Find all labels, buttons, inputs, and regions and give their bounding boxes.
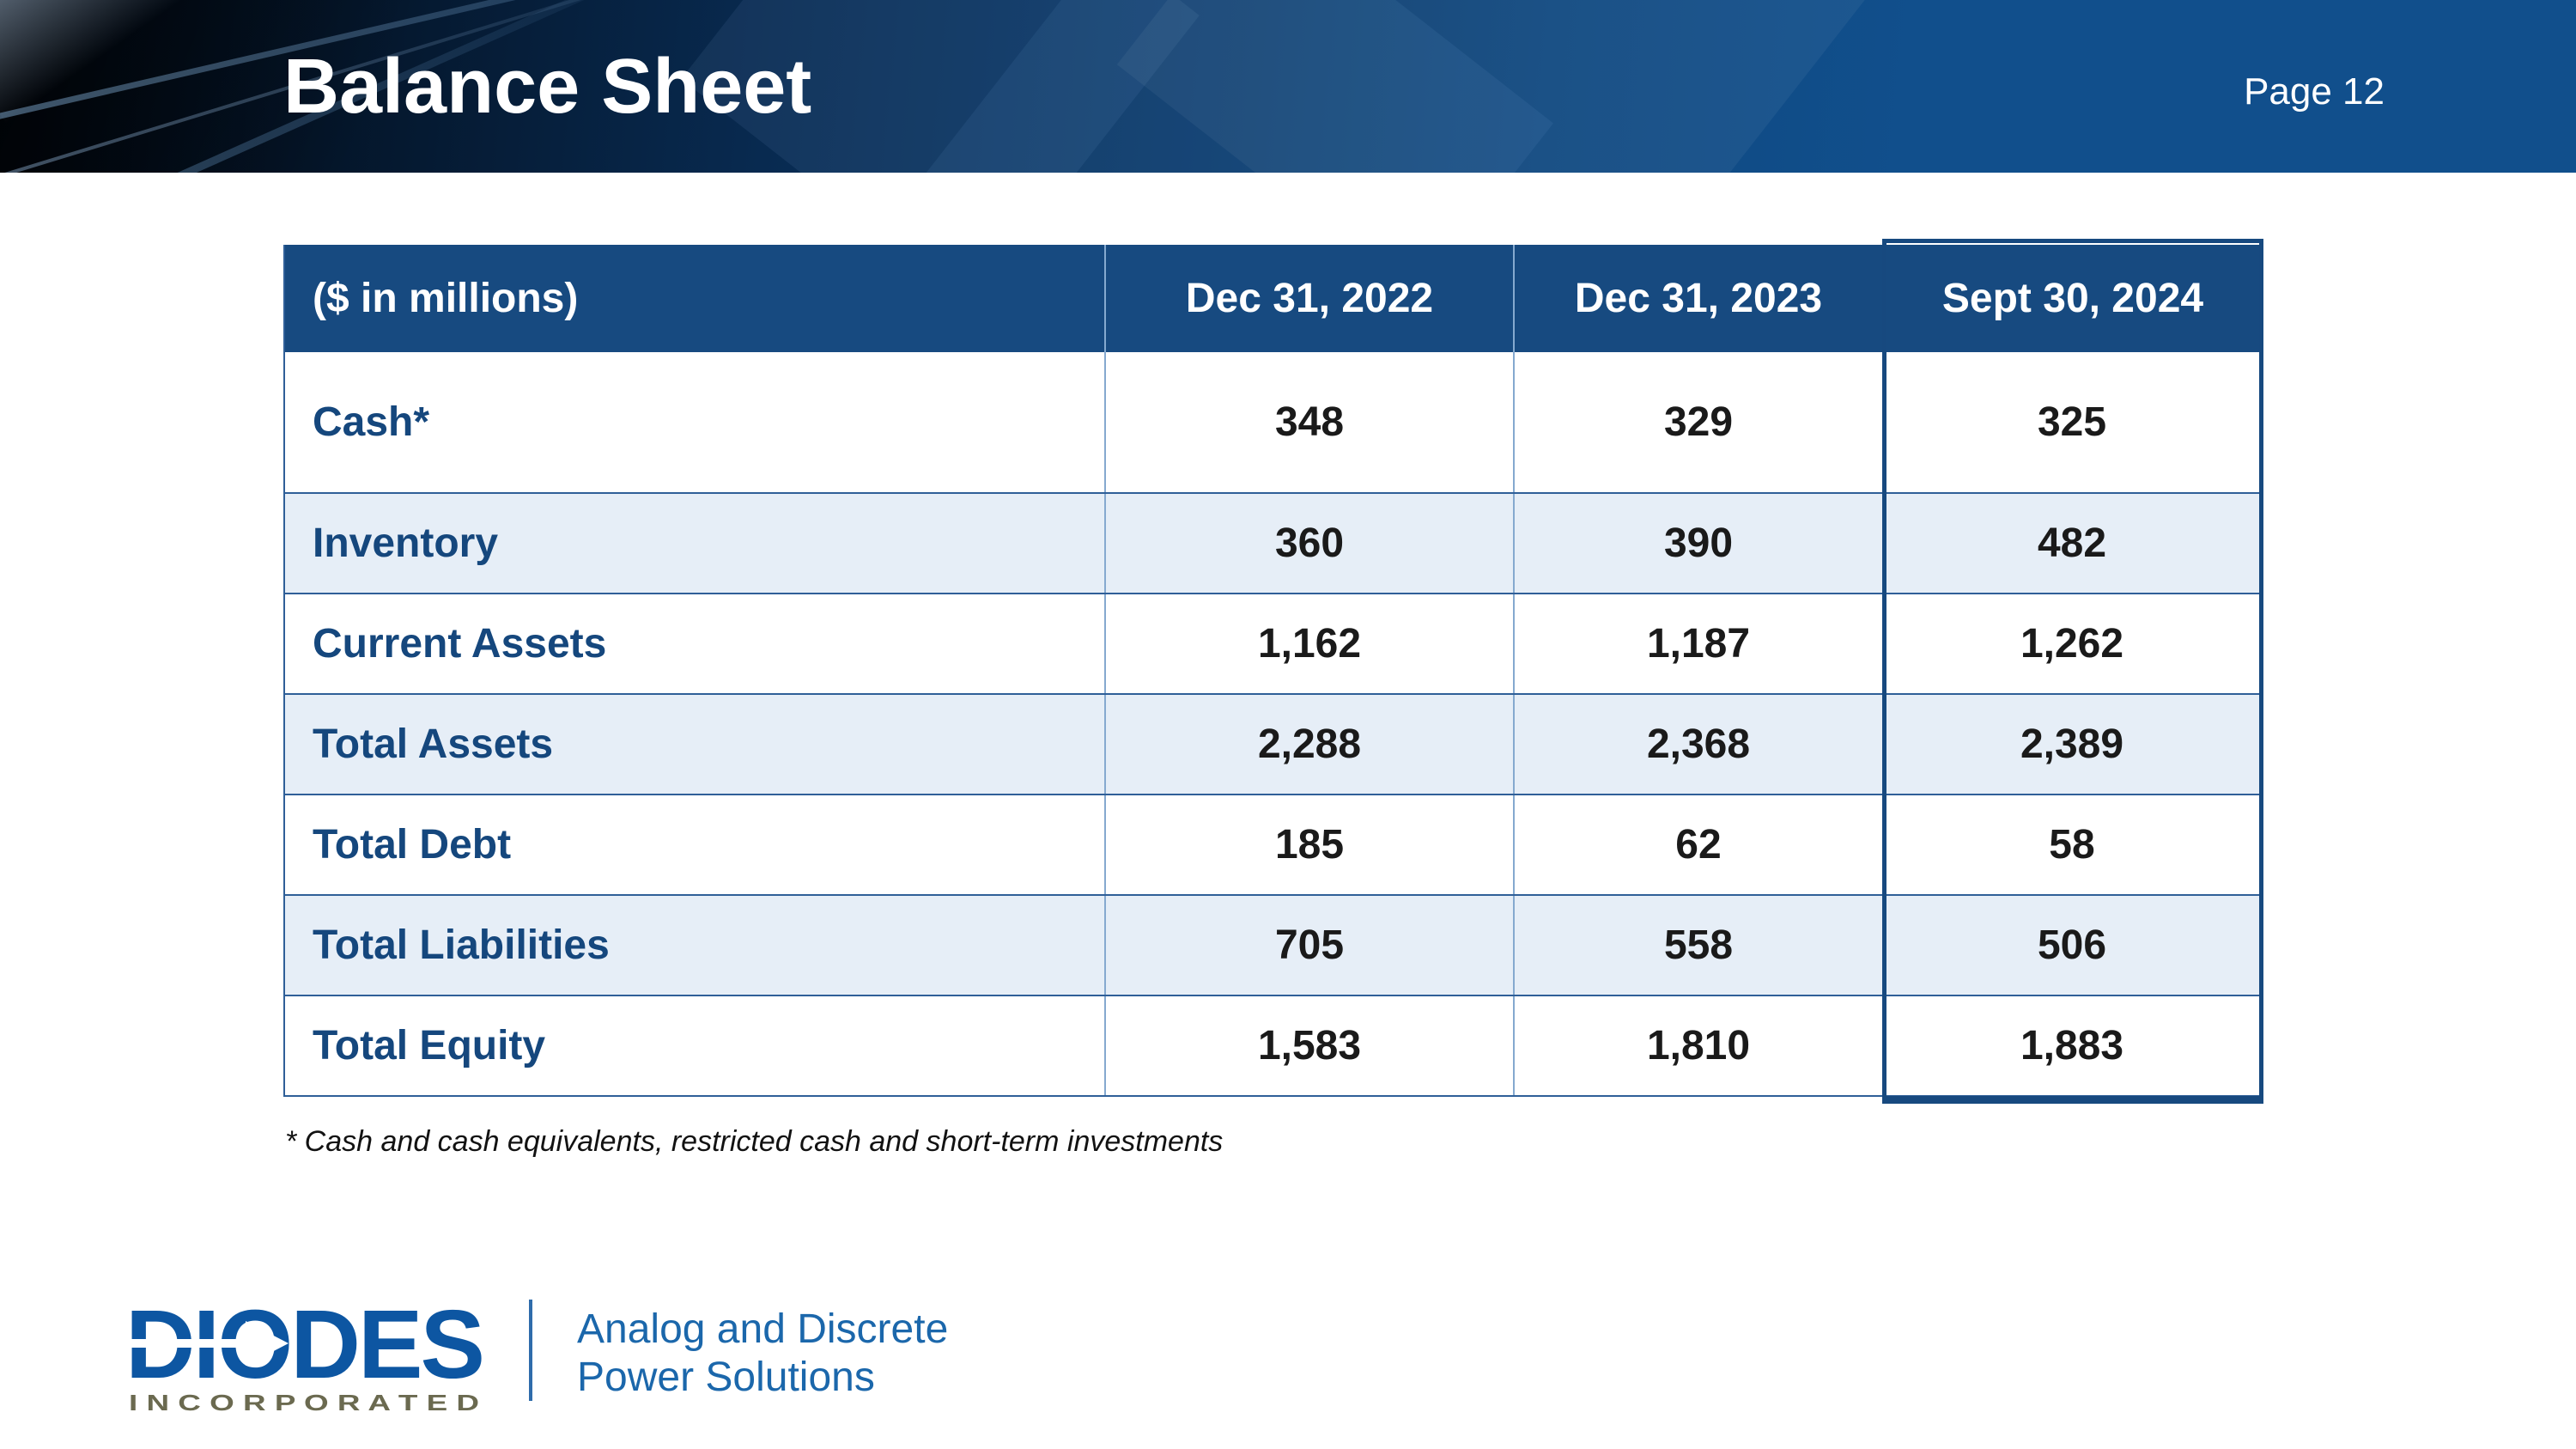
row-value: 348: [1104, 352, 1513, 492]
row-value: 2,288: [1104, 695, 1513, 794]
table-row-total-liabilities: Total Liabilities 705 558 506: [285, 894, 2260, 995]
table-row-current-assets: Current Assets 1,162 1,187 1,262: [285, 593, 2260, 693]
header-art-corner-glow: [0, 0, 218, 124]
tagline-line-2: Power Solutions: [577, 1355, 875, 1400]
row-label: Inventory: [313, 521, 499, 566]
logo-divider: [529, 1300, 532, 1401]
table-row-total-assets: Total Assets 2,288 2,368 2,389: [285, 693, 2260, 794]
table-header-row: ($ in millions) Dec 31, 2022 Dec 31, 202…: [285, 245, 2260, 352]
slide-header: Balance Sheet Page 12: [0, 0, 2576, 173]
row-value: 1,583: [1104, 996, 1513, 1095]
header-art-panel: [1116, 0, 1889, 173]
row-value: 506: [1882, 896, 2260, 995]
row-value: 185: [1104, 795, 1513, 894]
diodes-logo: DIODES I N C O R P O R A T E D: [129, 1299, 484, 1414]
row-value: 329: [1513, 352, 1882, 492]
row-label: Total Liabilities: [313, 922, 610, 968]
footnote: * Cash and cash equivalents, restricted …: [285, 1125, 1224, 1158]
row-value: 360: [1104, 494, 1513, 593]
row-label: Total Debt: [313, 822, 512, 868]
row-value: 2,389: [1882, 695, 2260, 794]
row-value: 58: [1882, 795, 2260, 894]
row-value: 1,810: [1513, 996, 1882, 1095]
balance-sheet-table: ($ in millions) Dec 31, 2022 Dec 31, 202…: [283, 239, 2263, 1104]
column-header-dec-2023: Dec 31, 2023: [1513, 245, 1882, 352]
row-label: Cash*: [313, 399, 430, 445]
row-value: 62: [1513, 795, 1882, 894]
diode-arrow-icon: [246, 1321, 289, 1366]
table-row-total-debt: Total Debt 185 62 58: [285, 794, 2260, 894]
row-value: 1,187: [1513, 594, 1882, 693]
row-value: 1,162: [1104, 594, 1513, 693]
row-value: 1,883: [1882, 996, 2260, 1095]
row-value: 1,262: [1882, 594, 2260, 693]
row-label: Total Equity: [313, 1023, 546, 1068]
tagline-line-1: Analog and Discrete: [577, 1306, 949, 1352]
row-value: 2,368: [1513, 695, 1882, 794]
row-label: Current Assets: [313, 621, 607, 667]
diode-stripe: [129, 1339, 247, 1348]
row-value: 390: [1513, 494, 1882, 593]
incorporated-label: I N C O R P O R A T E D: [129, 1390, 479, 1414]
page-title: Balance Sheet: [283, 44, 812, 130]
row-value: 558: [1513, 896, 1882, 995]
diodes-wordmark: DIODES: [129, 1299, 483, 1398]
table-row-cash: Cash* 348 329 325: [285, 352, 2260, 492]
column-header-dec-2022: Dec 31, 2022: [1104, 245, 1513, 352]
row-value: 705: [1104, 896, 1513, 995]
header-art-panel: [902, 0, 1553, 173]
table-row-inventory: Inventory 360 390 482: [285, 492, 2260, 593]
column-header-sept-2024: Sept 30, 2024: [1882, 245, 2260, 352]
row-value: 325: [1882, 352, 2260, 492]
row-label: Total Assets: [313, 721, 554, 767]
row-value: 482: [1882, 494, 2260, 593]
units-label: ($ in millions): [313, 276, 579, 321]
table-row-total-equity: Total Equity 1,583 1,810 1,883: [285, 995, 2260, 1095]
tagline: Analog and Discrete Power Solutions: [577, 1306, 948, 1402]
page-number: Page 12: [2244, 70, 2385, 113]
